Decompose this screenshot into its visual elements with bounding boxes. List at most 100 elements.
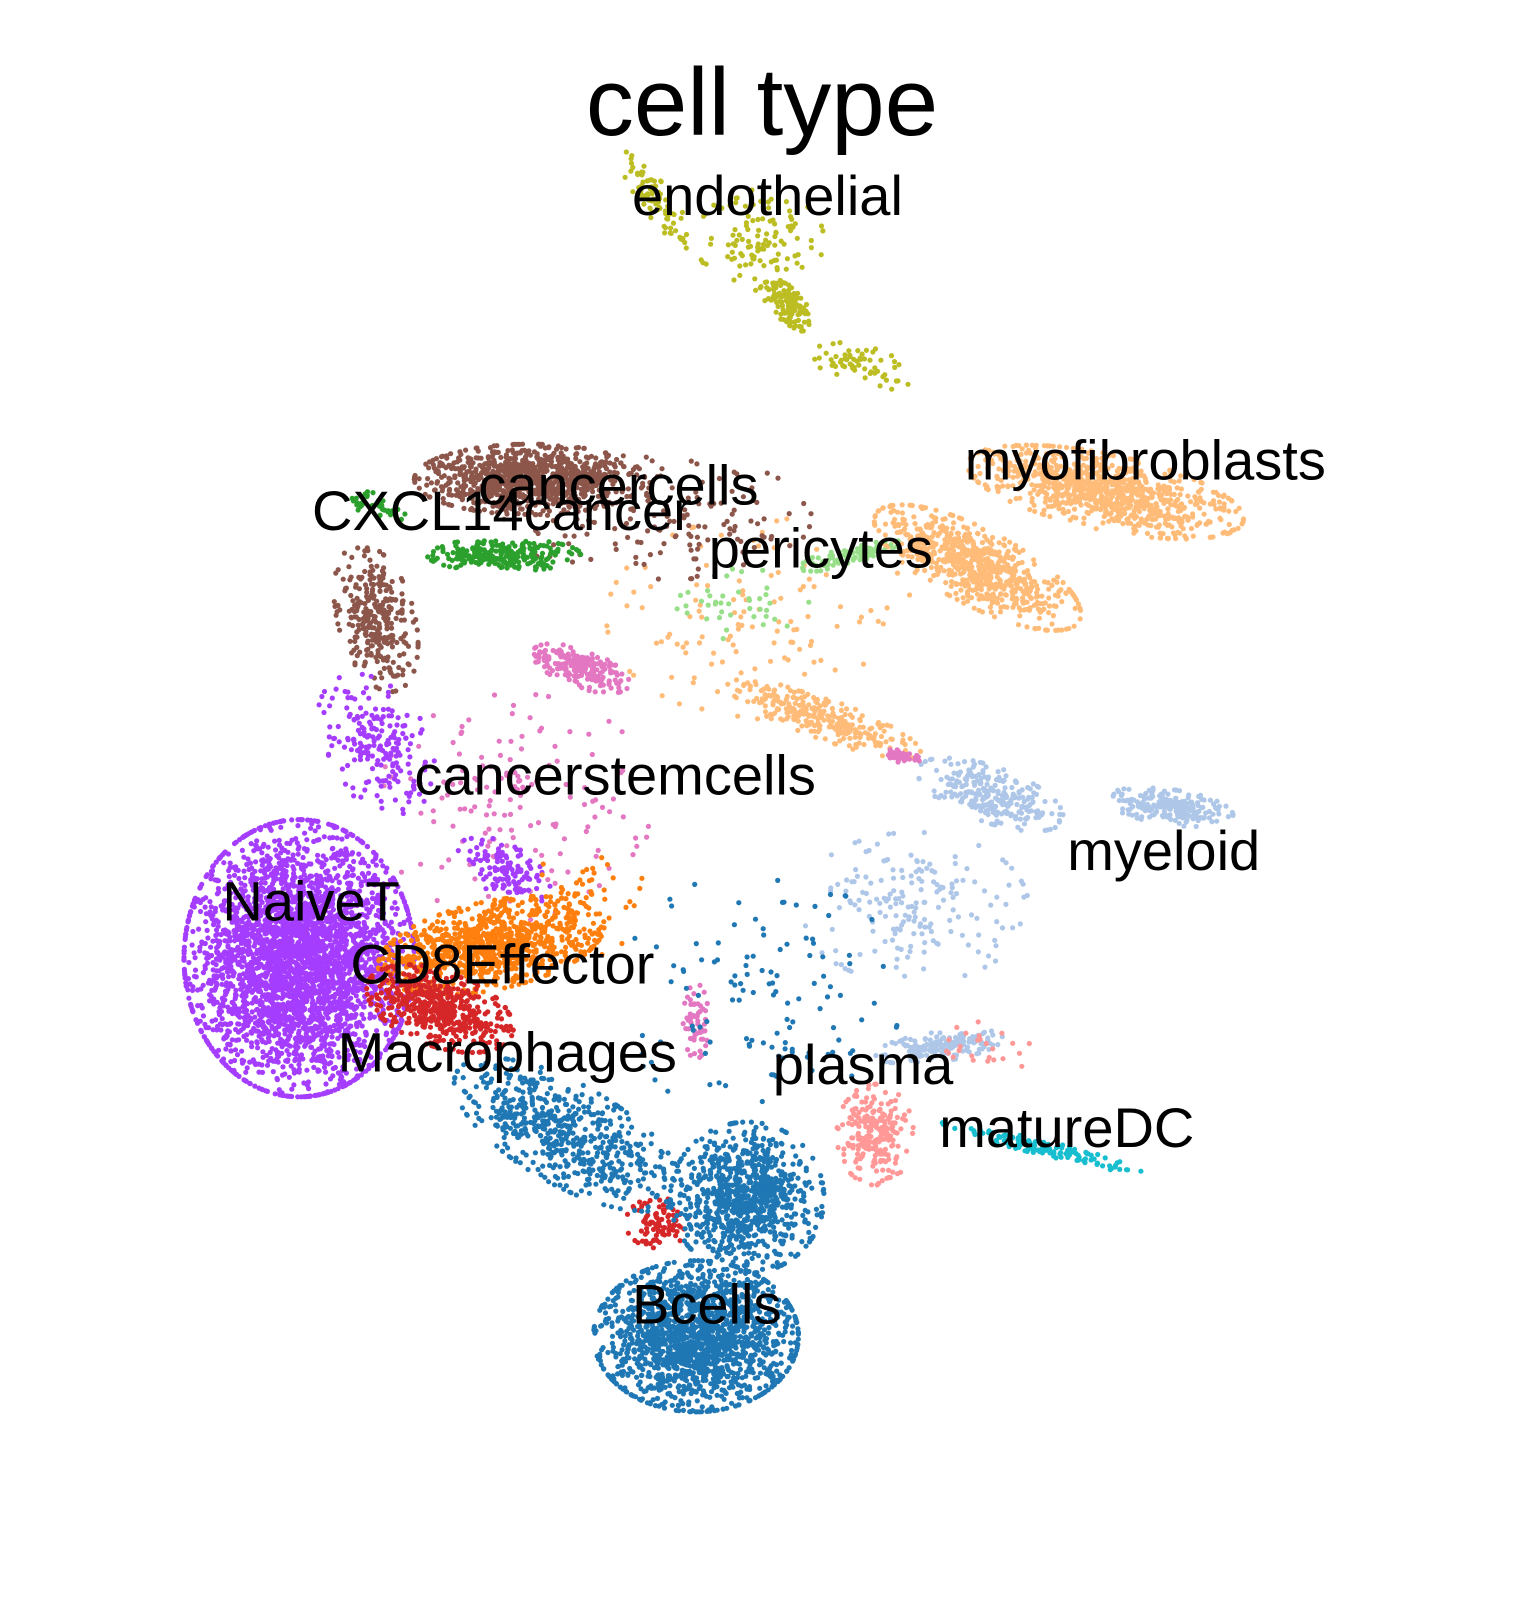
point [762,709,769,715]
point [1070,445,1076,451]
point [1039,811,1045,817]
point [884,605,890,611]
point [394,639,400,646]
point [732,693,738,699]
point [879,1052,886,1058]
point [970,1034,976,1040]
point [1017,816,1024,822]
point [541,543,547,549]
point [935,1047,942,1053]
point [975,949,981,955]
point [921,916,928,923]
point [762,703,768,709]
point [1013,595,1019,601]
point [909,1048,915,1054]
point [552,552,558,558]
point [823,350,829,356]
point [1021,799,1027,805]
point [658,639,665,645]
point [413,617,419,623]
point [699,634,705,640]
point [937,1030,943,1036]
point [1039,593,1045,599]
point [393,615,399,622]
point [1003,860,1009,866]
point [953,581,959,587]
point [1144,801,1150,807]
point [912,914,918,920]
point [852,840,858,846]
point [631,589,637,595]
point [888,509,894,515]
point [1119,494,1125,500]
point [992,958,999,964]
point [691,524,697,530]
point [911,931,917,937]
point [953,891,960,897]
point [694,582,700,588]
point [959,796,966,802]
point [877,900,883,906]
point [1173,498,1179,505]
point [840,363,846,369]
point [791,689,797,695]
point [975,531,981,537]
point [466,553,472,559]
point [673,228,679,234]
point [1100,520,1106,526]
point [1015,622,1022,628]
point [985,953,992,959]
point [828,357,834,363]
point [799,711,805,717]
point [441,562,447,568]
point [613,546,619,553]
point [818,252,824,258]
point [687,542,693,548]
point [1165,516,1172,522]
point [790,705,796,712]
point [872,346,879,352]
point [832,741,839,747]
point [960,877,966,883]
point [766,286,772,292]
point [1235,525,1241,531]
point [866,847,872,854]
point [752,276,758,282]
point [899,502,905,508]
point [690,680,696,686]
point [340,576,346,582]
point [786,282,792,288]
point [372,618,378,624]
point [1072,493,1078,499]
point [1087,494,1093,500]
point [415,639,421,646]
point [927,861,933,867]
point [867,357,873,363]
point [368,632,374,638]
point [928,928,935,935]
point [440,548,446,555]
point [950,894,956,901]
point [777,277,784,284]
point [838,707,845,714]
point [575,444,582,451]
point [792,319,798,325]
point [846,743,853,749]
point [858,732,864,738]
point [833,353,839,360]
point [889,386,895,392]
point [1084,501,1090,507]
point [470,545,476,551]
point [924,1052,930,1058]
point [909,903,915,910]
point [757,258,763,264]
point [731,255,738,261]
point [1089,507,1095,514]
point [1014,801,1020,808]
point [1198,486,1204,492]
point [1032,461,1038,467]
point [1032,626,1038,632]
point [1016,605,1022,611]
point [983,764,989,770]
